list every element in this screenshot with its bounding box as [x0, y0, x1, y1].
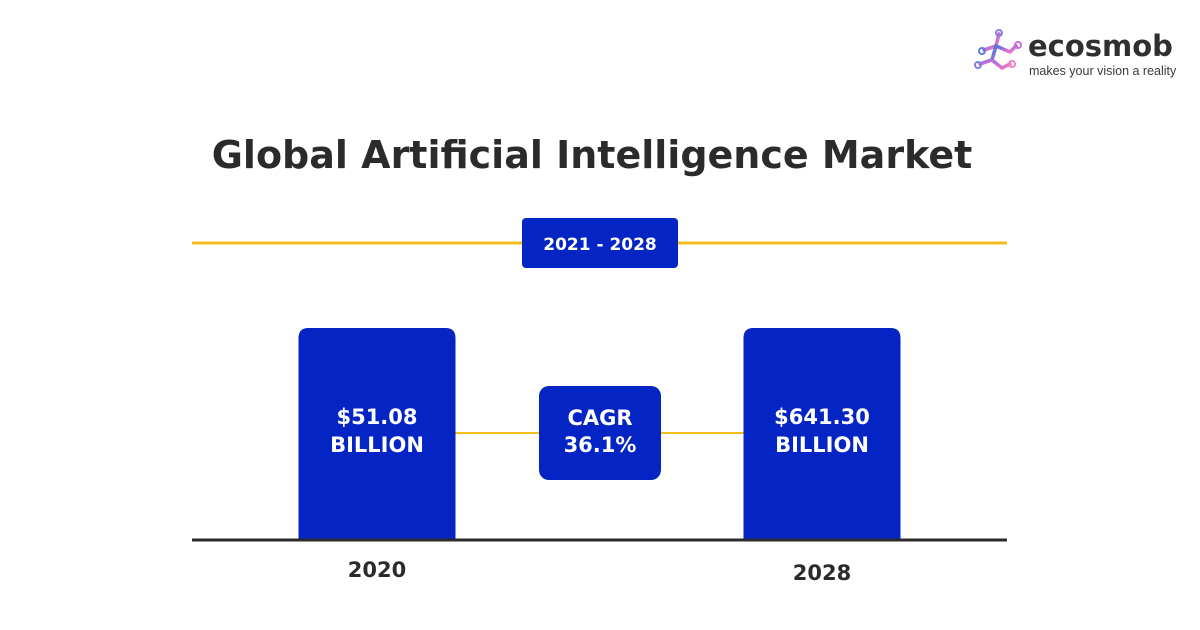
bar-value-label-2028: $641.30	[774, 405, 870, 429]
bar-2028	[743, 328, 901, 539]
brand-tagline: makes your vision a reality	[1029, 64, 1177, 78]
bar-unit-label-2020: BILLION	[330, 433, 424, 457]
brand: ecosmob makes your vision a reality	[972, 28, 1182, 84]
brand-name: ecosmob	[1028, 29, 1173, 63]
category-label-2028: 2028	[793, 561, 851, 585]
bar-value-label-2020: $51.08	[336, 405, 417, 429]
cagr-label: CAGR	[567, 406, 632, 430]
category-label-2020: 2020	[348, 558, 406, 582]
bar-unit-label-2028: BILLION	[775, 433, 869, 457]
cagr-value: 36.1%	[564, 433, 637, 457]
cagr-box	[539, 386, 661, 480]
ecosmob-logo-icon	[974, 29, 1022, 70]
period-label-box	[522, 218, 678, 268]
bar-2020	[298, 328, 456, 539]
chart-title: Global Artificial Intelligence Market	[211, 133, 973, 177]
period-label: 2021 - 2028	[543, 235, 657, 255]
